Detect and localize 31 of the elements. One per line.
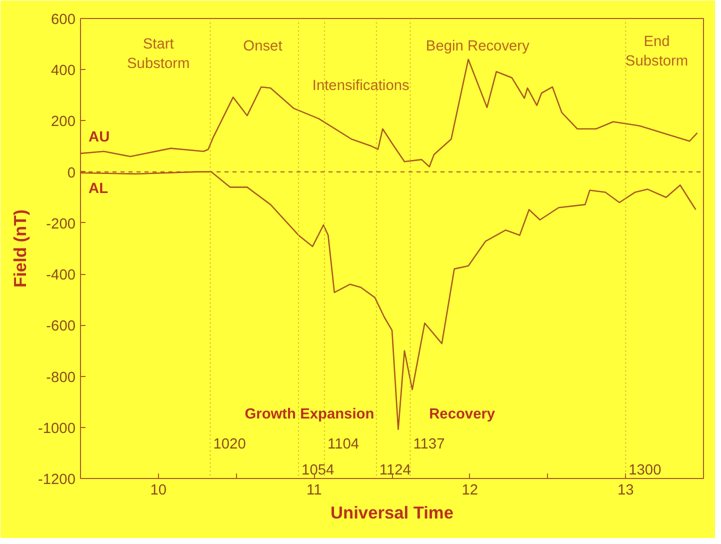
y-tick-label: -400	[46, 268, 76, 284]
annotation: Onset	[243, 38, 282, 55]
y-tick-label: 200	[51, 114, 76, 130]
annotation: Begin Recovery	[426, 38, 530, 55]
x-tick-label: 13	[617, 482, 634, 498]
y-tick-label: 0	[67, 165, 76, 182]
y-tick-label: 400	[51, 63, 76, 80]
annotation: 1054	[302, 462, 334, 478]
annotation: 1020	[213, 436, 246, 452]
x-tick-label: 12	[462, 482, 478, 498]
y-tick-label: -1000	[38, 420, 76, 437]
y-tick-label: 600	[51, 12, 76, 28]
annotation: End Substorm	[625, 34, 688, 70]
y-tick-label: -1200	[38, 472, 76, 488]
x-axis-title: Universal Time	[330, 502, 454, 522]
annotation: 1124	[379, 462, 411, 478]
y-tick-label: -600	[46, 318, 76, 335]
x-tick-label: 11	[306, 482, 322, 498]
annotation: Growth Expansion	[244, 406, 374, 423]
y-axis-title: Field (nT)	[10, 210, 30, 288]
annotation: Recovery	[429, 406, 496, 423]
annotation: Start Substorm	[127, 36, 190, 72]
y-tick-label: -200	[46, 216, 76, 232]
series-label: AU	[88, 129, 110, 146]
annotation: Intensifications	[312, 78, 410, 94]
annotation: 1137	[413, 436, 445, 452]
annotation: 1300	[628, 462, 662, 478]
annotation: 1104	[328, 436, 360, 452]
x-tick-label: 10	[150, 482, 167, 498]
y-tick-label: -800	[46, 370, 76, 386]
series-label: AL	[88, 180, 108, 197]
